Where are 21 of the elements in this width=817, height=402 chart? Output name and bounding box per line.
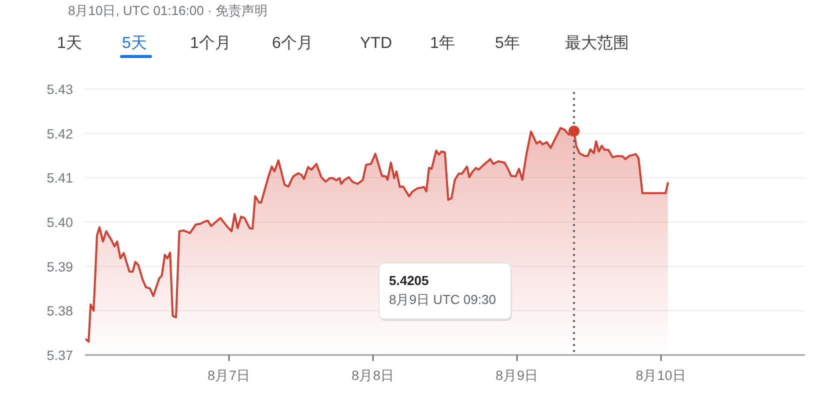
y-tick-label: 5.43 [46, 82, 73, 97]
annotation: 5.4205 8月9日 UTC 09:30 [389, 273, 496, 307]
x-tick-label: 8月10日 [636, 368, 686, 383]
text: 1天 [57, 35, 82, 52]
chart-subtitle: 8月10日, UTC 01:16:00 · 免责声明 [68, 3, 268, 18]
text: 5年 [495, 35, 520, 52]
y-tick-label: 5.39 [46, 259, 73, 274]
y-tick-label: 5.37 [46, 348, 73, 363]
text: 1个月 [190, 34, 231, 52]
x-tick-label: 8月7日 [207, 368, 251, 383]
y-tick-label: 5.42 [46, 126, 73, 142]
y-tick-label: 5.38 [46, 304, 73, 319]
text: 6个月 [272, 34, 313, 52]
text: 最大范围 [565, 34, 629, 52]
text: 1年 [430, 35, 455, 52]
text: 5天 [122, 35, 147, 52]
y-tick-label: 5.41 [46, 170, 73, 186]
text: YTD [360, 35, 392, 52]
x-tick-label: 8月8日 [351, 368, 395, 383]
x-tick-label: 8月9日 [495, 368, 539, 383]
y-tick-label: 5.40 [46, 215, 73, 230]
